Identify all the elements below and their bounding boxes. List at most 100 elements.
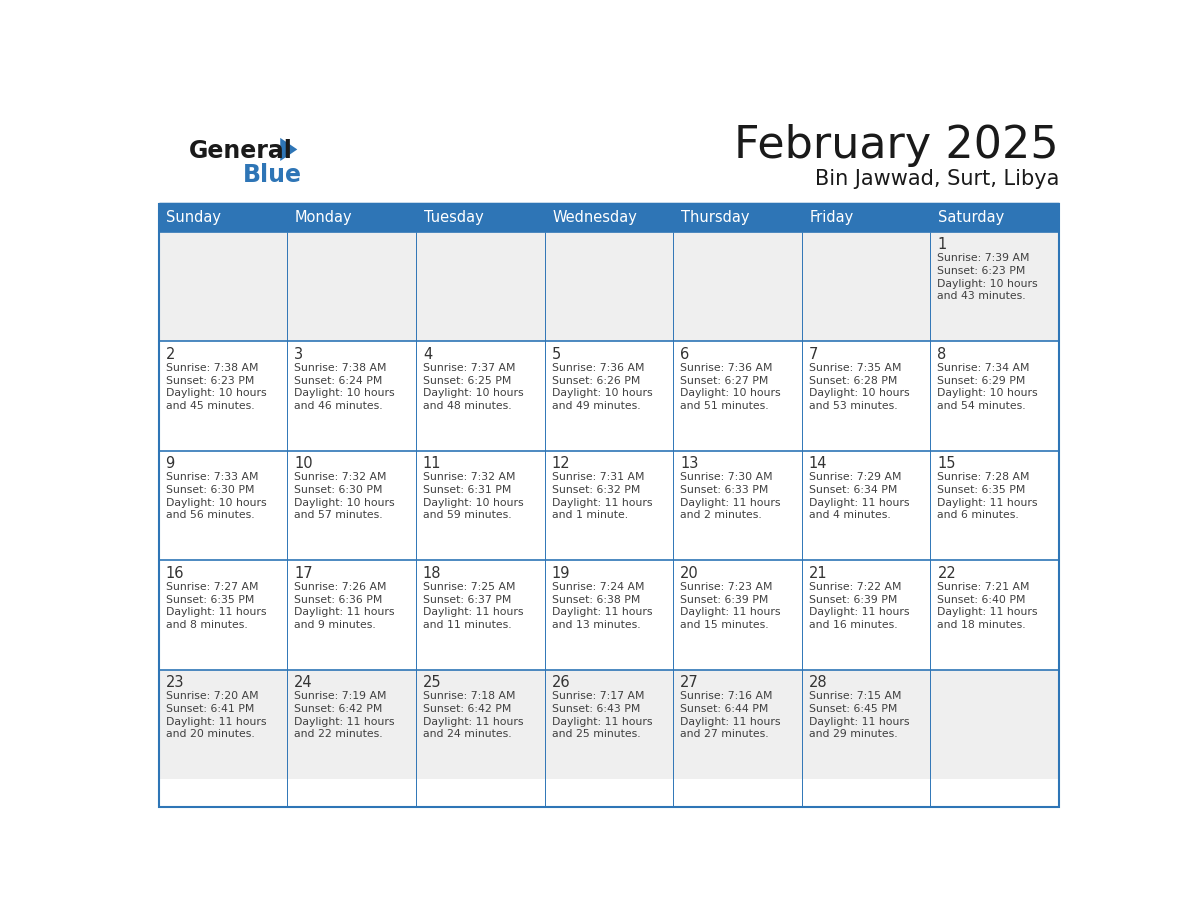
Text: Daylight: 10 hours: Daylight: 10 hours (295, 498, 394, 508)
Text: Sunrise: 7:20 AM: Sunrise: 7:20 AM (165, 691, 258, 701)
Text: Daylight: 11 hours: Daylight: 11 hours (937, 498, 1038, 508)
Text: Sunset: 6:42 PM: Sunset: 6:42 PM (423, 704, 511, 714)
Text: Sunset: 6:26 PM: Sunset: 6:26 PM (551, 375, 640, 386)
Text: Daylight: 10 hours: Daylight: 10 hours (551, 388, 652, 398)
Text: Sunrise: 7:33 AM: Sunrise: 7:33 AM (165, 473, 258, 482)
Text: and 43 minutes.: and 43 minutes. (937, 292, 1026, 301)
Text: Daylight: 11 hours: Daylight: 11 hours (809, 498, 909, 508)
Text: Friday: Friday (809, 210, 854, 226)
Text: Daylight: 11 hours: Daylight: 11 hours (295, 608, 394, 617)
Text: and 56 minutes.: and 56 minutes. (165, 510, 254, 521)
Text: Bin Jawwad, Surt, Libya: Bin Jawwad, Surt, Libya (815, 169, 1060, 189)
Text: Blue: Blue (244, 162, 302, 186)
Text: and 27 minutes.: and 27 minutes. (681, 730, 769, 740)
Text: Sunrise: 7:38 AM: Sunrise: 7:38 AM (165, 363, 258, 373)
Text: Sunrise: 7:21 AM: Sunrise: 7:21 AM (937, 582, 1030, 592)
Text: Sunrise: 7:39 AM: Sunrise: 7:39 AM (937, 253, 1030, 263)
Text: Sunset: 6:31 PM: Sunset: 6:31 PM (423, 485, 511, 495)
Bar (158, 204, 1060, 232)
Text: and 46 minutes.: and 46 minutes. (295, 401, 383, 411)
Text: Monday: Monday (295, 210, 353, 226)
Text: and 59 minutes.: and 59 minutes. (423, 510, 512, 521)
Text: Daylight: 11 hours: Daylight: 11 hours (937, 608, 1038, 617)
Text: Sunrise: 7:18 AM: Sunrise: 7:18 AM (423, 691, 516, 701)
Text: and 48 minutes.: and 48 minutes. (423, 401, 512, 411)
Text: Sunset: 6:39 PM: Sunset: 6:39 PM (681, 595, 769, 605)
Text: 17: 17 (295, 565, 312, 581)
Text: Sunrise: 7:19 AM: Sunrise: 7:19 AM (295, 691, 387, 701)
Text: 28: 28 (809, 675, 827, 690)
Text: 2: 2 (165, 347, 175, 362)
Text: Daylight: 10 hours: Daylight: 10 hours (809, 388, 910, 398)
Text: and 18 minutes.: and 18 minutes. (937, 620, 1026, 630)
Text: 27: 27 (681, 675, 699, 690)
Text: Sunrise: 7:31 AM: Sunrise: 7:31 AM (551, 473, 644, 482)
Text: Sunset: 6:23 PM: Sunset: 6:23 PM (165, 375, 254, 386)
Text: Sunset: 6:44 PM: Sunset: 6:44 PM (681, 704, 769, 714)
Text: Sunset: 6:45 PM: Sunset: 6:45 PM (809, 704, 897, 714)
Text: 22: 22 (937, 565, 956, 581)
Text: February 2025: February 2025 (734, 124, 1060, 167)
Text: Daylight: 10 hours: Daylight: 10 hours (295, 388, 394, 398)
Text: and 49 minutes.: and 49 minutes. (551, 401, 640, 411)
Text: and 51 minutes.: and 51 minutes. (681, 401, 769, 411)
Text: Sunrise: 7:37 AM: Sunrise: 7:37 AM (423, 363, 516, 373)
Text: Daylight: 11 hours: Daylight: 11 hours (423, 717, 524, 727)
Text: Daylight: 10 hours: Daylight: 10 hours (937, 388, 1038, 398)
Text: Sunset: 6:38 PM: Sunset: 6:38 PM (551, 595, 640, 605)
Text: 10: 10 (295, 456, 312, 471)
Text: Sunset: 6:30 PM: Sunset: 6:30 PM (295, 485, 383, 495)
Text: 15: 15 (937, 456, 956, 471)
Text: and 15 minutes.: and 15 minutes. (681, 620, 769, 630)
Text: 25: 25 (423, 675, 442, 690)
Text: Sunrise: 7:34 AM: Sunrise: 7:34 AM (937, 363, 1030, 373)
Text: Sunrise: 7:36 AM: Sunrise: 7:36 AM (551, 363, 644, 373)
Text: 13: 13 (681, 456, 699, 471)
Text: 18: 18 (423, 565, 442, 581)
Text: Sunset: 6:35 PM: Sunset: 6:35 PM (937, 485, 1025, 495)
Text: Sunrise: 7:28 AM: Sunrise: 7:28 AM (937, 473, 1030, 482)
Text: and 25 minutes.: and 25 minutes. (551, 730, 640, 740)
Text: Sunset: 6:29 PM: Sunset: 6:29 PM (937, 375, 1025, 386)
Text: and 4 minutes.: and 4 minutes. (809, 510, 891, 521)
Bar (158, 451, 1060, 560)
Text: Sunrise: 7:25 AM: Sunrise: 7:25 AM (423, 582, 516, 592)
Text: Sunset: 6:35 PM: Sunset: 6:35 PM (165, 595, 254, 605)
Text: Sunset: 6:28 PM: Sunset: 6:28 PM (809, 375, 897, 386)
Text: 24: 24 (295, 675, 312, 690)
Text: Sunset: 6:30 PM: Sunset: 6:30 PM (165, 485, 254, 495)
Text: Sunrise: 7:32 AM: Sunrise: 7:32 AM (423, 473, 516, 482)
Text: Sunrise: 7:22 AM: Sunrise: 7:22 AM (809, 582, 902, 592)
Text: 21: 21 (809, 565, 827, 581)
Text: Sunrise: 7:35 AM: Sunrise: 7:35 AM (809, 363, 902, 373)
Text: Daylight: 11 hours: Daylight: 11 hours (551, 717, 652, 727)
Text: Daylight: 11 hours: Daylight: 11 hours (423, 608, 524, 617)
Text: Sunrise: 7:17 AM: Sunrise: 7:17 AM (551, 691, 644, 701)
Bar (158, 204, 1060, 807)
Text: 3: 3 (295, 347, 303, 362)
Text: Sunrise: 7:27 AM: Sunrise: 7:27 AM (165, 582, 258, 592)
Text: Daylight: 10 hours: Daylight: 10 hours (423, 498, 524, 508)
Text: 6: 6 (681, 347, 689, 362)
Text: Daylight: 11 hours: Daylight: 11 hours (681, 717, 781, 727)
Text: and 57 minutes.: and 57 minutes. (295, 510, 383, 521)
Text: Daylight: 11 hours: Daylight: 11 hours (681, 498, 781, 508)
Text: and 45 minutes.: and 45 minutes. (165, 401, 254, 411)
Text: 1: 1 (937, 237, 947, 252)
Text: Sunset: 6:25 PM: Sunset: 6:25 PM (423, 375, 511, 386)
Text: Sunrise: 7:36 AM: Sunrise: 7:36 AM (681, 363, 772, 373)
Text: Saturday: Saturday (939, 210, 1005, 226)
Text: and 20 minutes.: and 20 minutes. (165, 730, 254, 740)
Bar (158, 232, 1060, 341)
Text: Sunday: Sunday (166, 210, 221, 226)
Text: Sunset: 6:23 PM: Sunset: 6:23 PM (937, 266, 1025, 276)
Text: Sunrise: 7:32 AM: Sunrise: 7:32 AM (295, 473, 387, 482)
Text: Daylight: 11 hours: Daylight: 11 hours (551, 498, 652, 508)
Text: 16: 16 (165, 565, 184, 581)
Text: Daylight: 11 hours: Daylight: 11 hours (809, 608, 909, 617)
Text: Sunset: 6:34 PM: Sunset: 6:34 PM (809, 485, 897, 495)
Text: 7: 7 (809, 347, 819, 362)
Text: Daylight: 11 hours: Daylight: 11 hours (165, 608, 266, 617)
Bar (158, 560, 1060, 670)
Bar (158, 670, 1060, 779)
